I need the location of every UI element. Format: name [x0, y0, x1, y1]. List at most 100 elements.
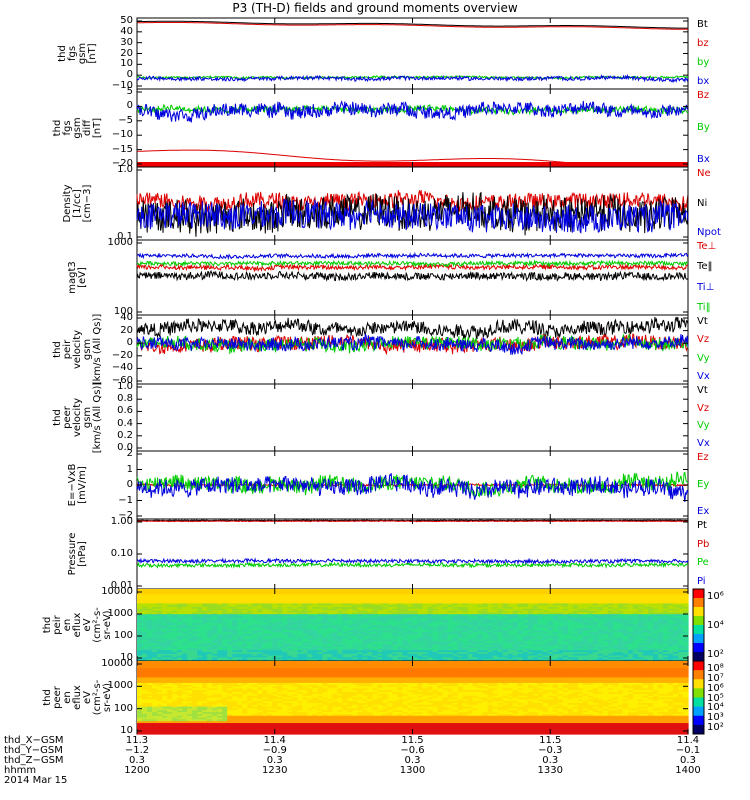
spectrum-cell — [477, 661, 484, 664]
spectrum-cell — [662, 630, 669, 633]
spectrum-cell — [192, 592, 198, 595]
spectrum-cell — [587, 646, 594, 649]
spectrum-cell — [507, 617, 514, 621]
spectrum-cell — [227, 664, 233, 668]
spectrum-cell — [337, 643, 343, 646]
spectrum-cell — [572, 634, 579, 637]
spectrum-cell — [402, 661, 409, 664]
spectrum-cell — [457, 630, 464, 633]
spectrum-cell — [212, 635, 218, 639]
spectrum-cell — [287, 664, 293, 668]
spectrum-cell — [412, 652, 419, 655]
spectrum-cell — [517, 655, 524, 658]
spectrum-cell — [402, 641, 409, 644]
spectrum-cell — [367, 598, 374, 601]
spectrum-cell — [502, 619, 509, 622]
spectrum-cell — [392, 589, 399, 592]
spectrum-cell — [647, 599, 654, 603]
spectrum-cell — [587, 653, 594, 657]
spectrum-cell — [527, 630, 534, 633]
spectrum-cell — [437, 653, 444, 657]
spectrum-cell — [377, 652, 384, 655]
spectrum-cell — [627, 626, 634, 630]
spectrum-cell — [617, 617, 624, 621]
spectrum-cell — [567, 623, 574, 626]
spectrum-cell — [412, 632, 419, 635]
spectrum-cell — [397, 625, 404, 628]
spectrum-cell — [177, 608, 183, 612]
series-line-Vx — [136, 332, 689, 356]
spectrum-cell — [617, 607, 624, 610]
spectrum-cell — [207, 661, 213, 664]
spectrum-cell — [277, 639, 283, 642]
spectrum-cell — [192, 637, 198, 640]
spectrum-cell — [182, 632, 188, 635]
spectrum-cell — [157, 596, 163, 599]
spectrum-cell — [627, 589, 634, 592]
spectrum-cell — [432, 655, 439, 658]
spectrum-cell — [212, 666, 218, 669]
spectrum-cell — [542, 634, 549, 637]
spectrum-cell — [537, 617, 544, 621]
spectrum-cell — [207, 650, 213, 653]
spectrum-cell — [297, 641, 303, 644]
spectrum-cell — [467, 653, 474, 657]
spectrum-cell — [652, 596, 659, 599]
spectrum-cell — [532, 652, 539, 655]
spectrum-cell — [172, 643, 178, 646]
spectrum-cell — [617, 626, 624, 630]
spectrum-cell — [677, 589, 684, 592]
spectrum-cell — [432, 648, 439, 651]
spectrum-cell — [332, 650, 338, 653]
spectrum-cell — [662, 659, 669, 662]
spectrum-cell — [352, 603, 358, 606]
spectrum-cell — [177, 596, 183, 599]
spectrum-cell — [222, 623, 228, 626]
spectrum-cell — [637, 607, 644, 610]
spectrum-cell — [347, 608, 353, 612]
spectrum-cell — [417, 610, 424, 613]
spectrum-cell — [437, 589, 444, 592]
spectrum-cell — [307, 601, 313, 604]
spectrum-cell — [237, 614, 243, 617]
spectrum-cell — [497, 623, 504, 626]
spectrum-cell — [567, 630, 574, 633]
spectrum-cell — [647, 664, 654, 668]
spectrum-cell — [527, 644, 534, 648]
spectrum-cell — [282, 655, 288, 658]
spectrum-cell — [602, 610, 609, 613]
spectrum-cell — [232, 664, 238, 668]
spectrum-cell — [267, 657, 273, 660]
spectrum-cell — [452, 655, 459, 658]
spectrum-cell — [307, 590, 313, 594]
spectrum-cell — [187, 603, 193, 606]
spectrum-cell — [397, 596, 404, 599]
spectrum-cell — [162, 619, 168, 622]
spectrum-cell — [237, 634, 243, 637]
spectrum-cell — [172, 614, 178, 617]
spectrum-cell — [567, 621, 574, 624]
spectrum-cell — [582, 599, 589, 603]
spectrum-cell — [507, 621, 514, 624]
spectrum-cell — [662, 635, 669, 639]
spectrum-cell — [192, 643, 198, 646]
spectrum-cell — [392, 646, 399, 649]
spectrum-cell — [172, 599, 178, 603]
spectrum-cell — [217, 666, 223, 669]
spectrum-cell — [197, 659, 203, 662]
spectrum-cell — [357, 634, 364, 637]
spectrum-cell — [237, 646, 243, 649]
spectrum-cell — [417, 655, 424, 658]
spectrum-cell — [487, 648, 494, 651]
spectrum-cell — [462, 643, 469, 646]
spectrum-cell — [312, 612, 318, 615]
spectrum-cell — [242, 614, 248, 617]
spectrum-cell — [557, 616, 564, 619]
spectrum-cell — [237, 641, 243, 644]
spectrum-cell — [352, 599, 358, 603]
spectrum-cell — [227, 653, 233, 657]
spectrum-cell — [352, 590, 358, 594]
spectrum-cell — [557, 608, 564, 612]
spectrum-cell — [572, 646, 579, 649]
spectrum-cell — [632, 634, 639, 637]
